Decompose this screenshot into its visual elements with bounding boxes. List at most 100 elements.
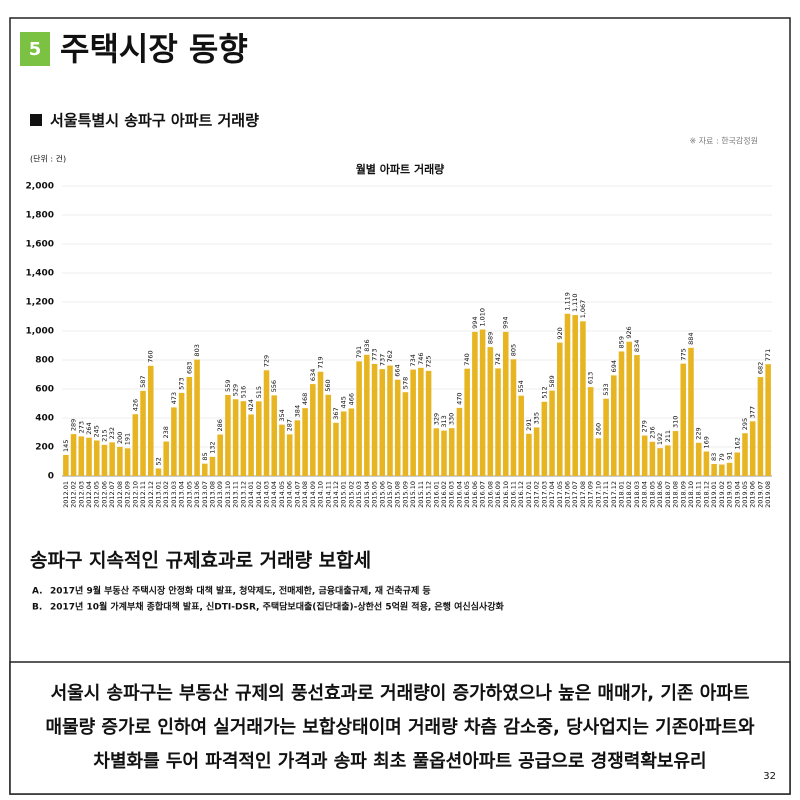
- x-tick-label: 2016.05: [463, 481, 471, 508]
- x-tick-label: 2017.06: [563, 481, 571, 508]
- y-tick-label: 1,200: [26, 298, 54, 308]
- y-tick-label: 400: [35, 414, 54, 424]
- x-tick-label: 2018.10: [687, 481, 695, 508]
- bar: [86, 437, 92, 476]
- value-label: 682: [756, 362, 764, 374]
- value-label: 473: [170, 392, 178, 404]
- x-tick-label: 2016.10: [502, 481, 510, 508]
- value-label: 926: [625, 326, 633, 338]
- value-label: 634: [309, 369, 317, 381]
- value-label: 589: [548, 375, 556, 387]
- x-tick-label: 2014.03: [263, 481, 271, 508]
- value-label: 468: [301, 393, 309, 405]
- value-label: 516: [239, 386, 247, 398]
- value-label: 313: [440, 415, 448, 427]
- x-tick-label: 2014.09: [309, 481, 317, 508]
- x-tick-label: 2013.06: [193, 481, 201, 508]
- bar: [595, 438, 602, 476]
- x-tick-label: 2017.03: [540, 481, 548, 508]
- value-label: 1,119: [563, 292, 571, 311]
- bar: [279, 424, 285, 476]
- value-label: 1,010: [479, 308, 487, 327]
- value-label: 578: [401, 377, 409, 389]
- value-label: 771: [764, 349, 772, 361]
- x-tick-label: 2018.06: [656, 481, 664, 508]
- x-tick-label: 2016.08: [486, 481, 494, 508]
- value-label: 664: [394, 364, 402, 376]
- bar: [356, 361, 362, 476]
- x-tick-label: 2014.06: [286, 481, 294, 508]
- x-tick-label: 2019.04: [733, 481, 741, 508]
- x-tick-label: 2015.09: [401, 481, 409, 508]
- bar: [549, 390, 555, 476]
- bar: [302, 408, 308, 476]
- value-label: 746: [417, 352, 425, 364]
- heading: 송파구 지속적인 규제효과로 거래량 보합세: [30, 550, 371, 572]
- value-label: 169: [702, 436, 710, 448]
- x-tick-label: 2017.12: [610, 481, 618, 508]
- x-tick-label: 2014.11: [324, 481, 332, 508]
- x-tick-label: 2014.04: [270, 481, 278, 508]
- value-label: 79: [718, 453, 726, 461]
- bar: [364, 354, 370, 476]
- x-tick-label: 2012.11: [139, 481, 147, 508]
- bar: [294, 420, 301, 476]
- bullet-label: A.: [32, 587, 43, 597]
- value-label: 554: [517, 380, 525, 392]
- x-tick-label: 2015.04: [363, 481, 371, 508]
- bar: [310, 384, 316, 476]
- x-tick-label: 2012.07: [108, 481, 116, 508]
- bar: [410, 369, 416, 476]
- x-tick-label: 2018.02: [625, 481, 633, 508]
- bar: [232, 399, 239, 476]
- x-tick-label: 2017.08: [579, 481, 587, 508]
- bar: [217, 434, 223, 476]
- x-tick-label: 2016.09: [494, 481, 502, 508]
- bar: [340, 411, 347, 476]
- x-tick-label: 2013.07: [201, 481, 209, 508]
- section-number: 5: [29, 39, 42, 60]
- bar: [703, 451, 710, 476]
- x-tick-label: 2015.02: [347, 481, 355, 508]
- bar: [626, 341, 633, 476]
- y-tick-label: 0: [48, 472, 54, 482]
- x-tick-label: 2012.05: [93, 481, 101, 508]
- x-tick-label: 2015.05: [371, 481, 379, 508]
- x-tick-label: 2013.01: [154, 481, 162, 508]
- bar: [402, 392, 409, 476]
- value-label: 920: [556, 327, 564, 339]
- value-label: 805: [509, 344, 517, 356]
- x-tick-label: 2018.09: [679, 481, 687, 508]
- value-label: 889: [486, 332, 494, 344]
- summary-line: 차별화를 두어 파격적인 가격과 송파 최초 풀옵션아파트 공급으로 경쟁력확보…: [93, 751, 706, 772]
- bar: [695, 442, 702, 476]
- bar: [456, 407, 463, 476]
- value-label: 91: [726, 452, 734, 460]
- bar: [186, 376, 193, 476]
- value-label: 211: [664, 430, 672, 442]
- value-label: 445: [340, 396, 348, 408]
- bullet-text: 2017년 10월 가계부채 종합대책 발표, 신DTI-DSR, 주택담보대출…: [50, 601, 504, 613]
- x-tick-label: 2016.03: [448, 481, 456, 508]
- value-label: 1,067: [579, 300, 587, 319]
- y-tick-label: 1,400: [26, 269, 54, 279]
- x-tick-label: 2015.01: [340, 481, 348, 508]
- x-tick-label: 2012.03: [77, 481, 85, 508]
- value-label: 742: [494, 353, 502, 365]
- y-tick-label: 200: [35, 443, 54, 453]
- value-label: 377: [749, 406, 757, 418]
- value-label: 85: [201, 452, 209, 460]
- bar: [726, 462, 733, 476]
- bar: [742, 433, 748, 476]
- x-tick-label: 2014.01: [247, 481, 255, 508]
- x-tick-label: 2013.03: [170, 481, 178, 508]
- value-label: 295: [741, 418, 749, 430]
- bar: [487, 347, 494, 476]
- x-tick-label: 2017.09: [587, 481, 595, 508]
- value-label: 245: [93, 425, 101, 437]
- x-tick-label: 2016.02: [440, 481, 448, 508]
- bar: [603, 398, 609, 476]
- bar: [719, 464, 725, 476]
- x-tick-label: 2019.03: [726, 481, 734, 508]
- bar: [441, 430, 447, 476]
